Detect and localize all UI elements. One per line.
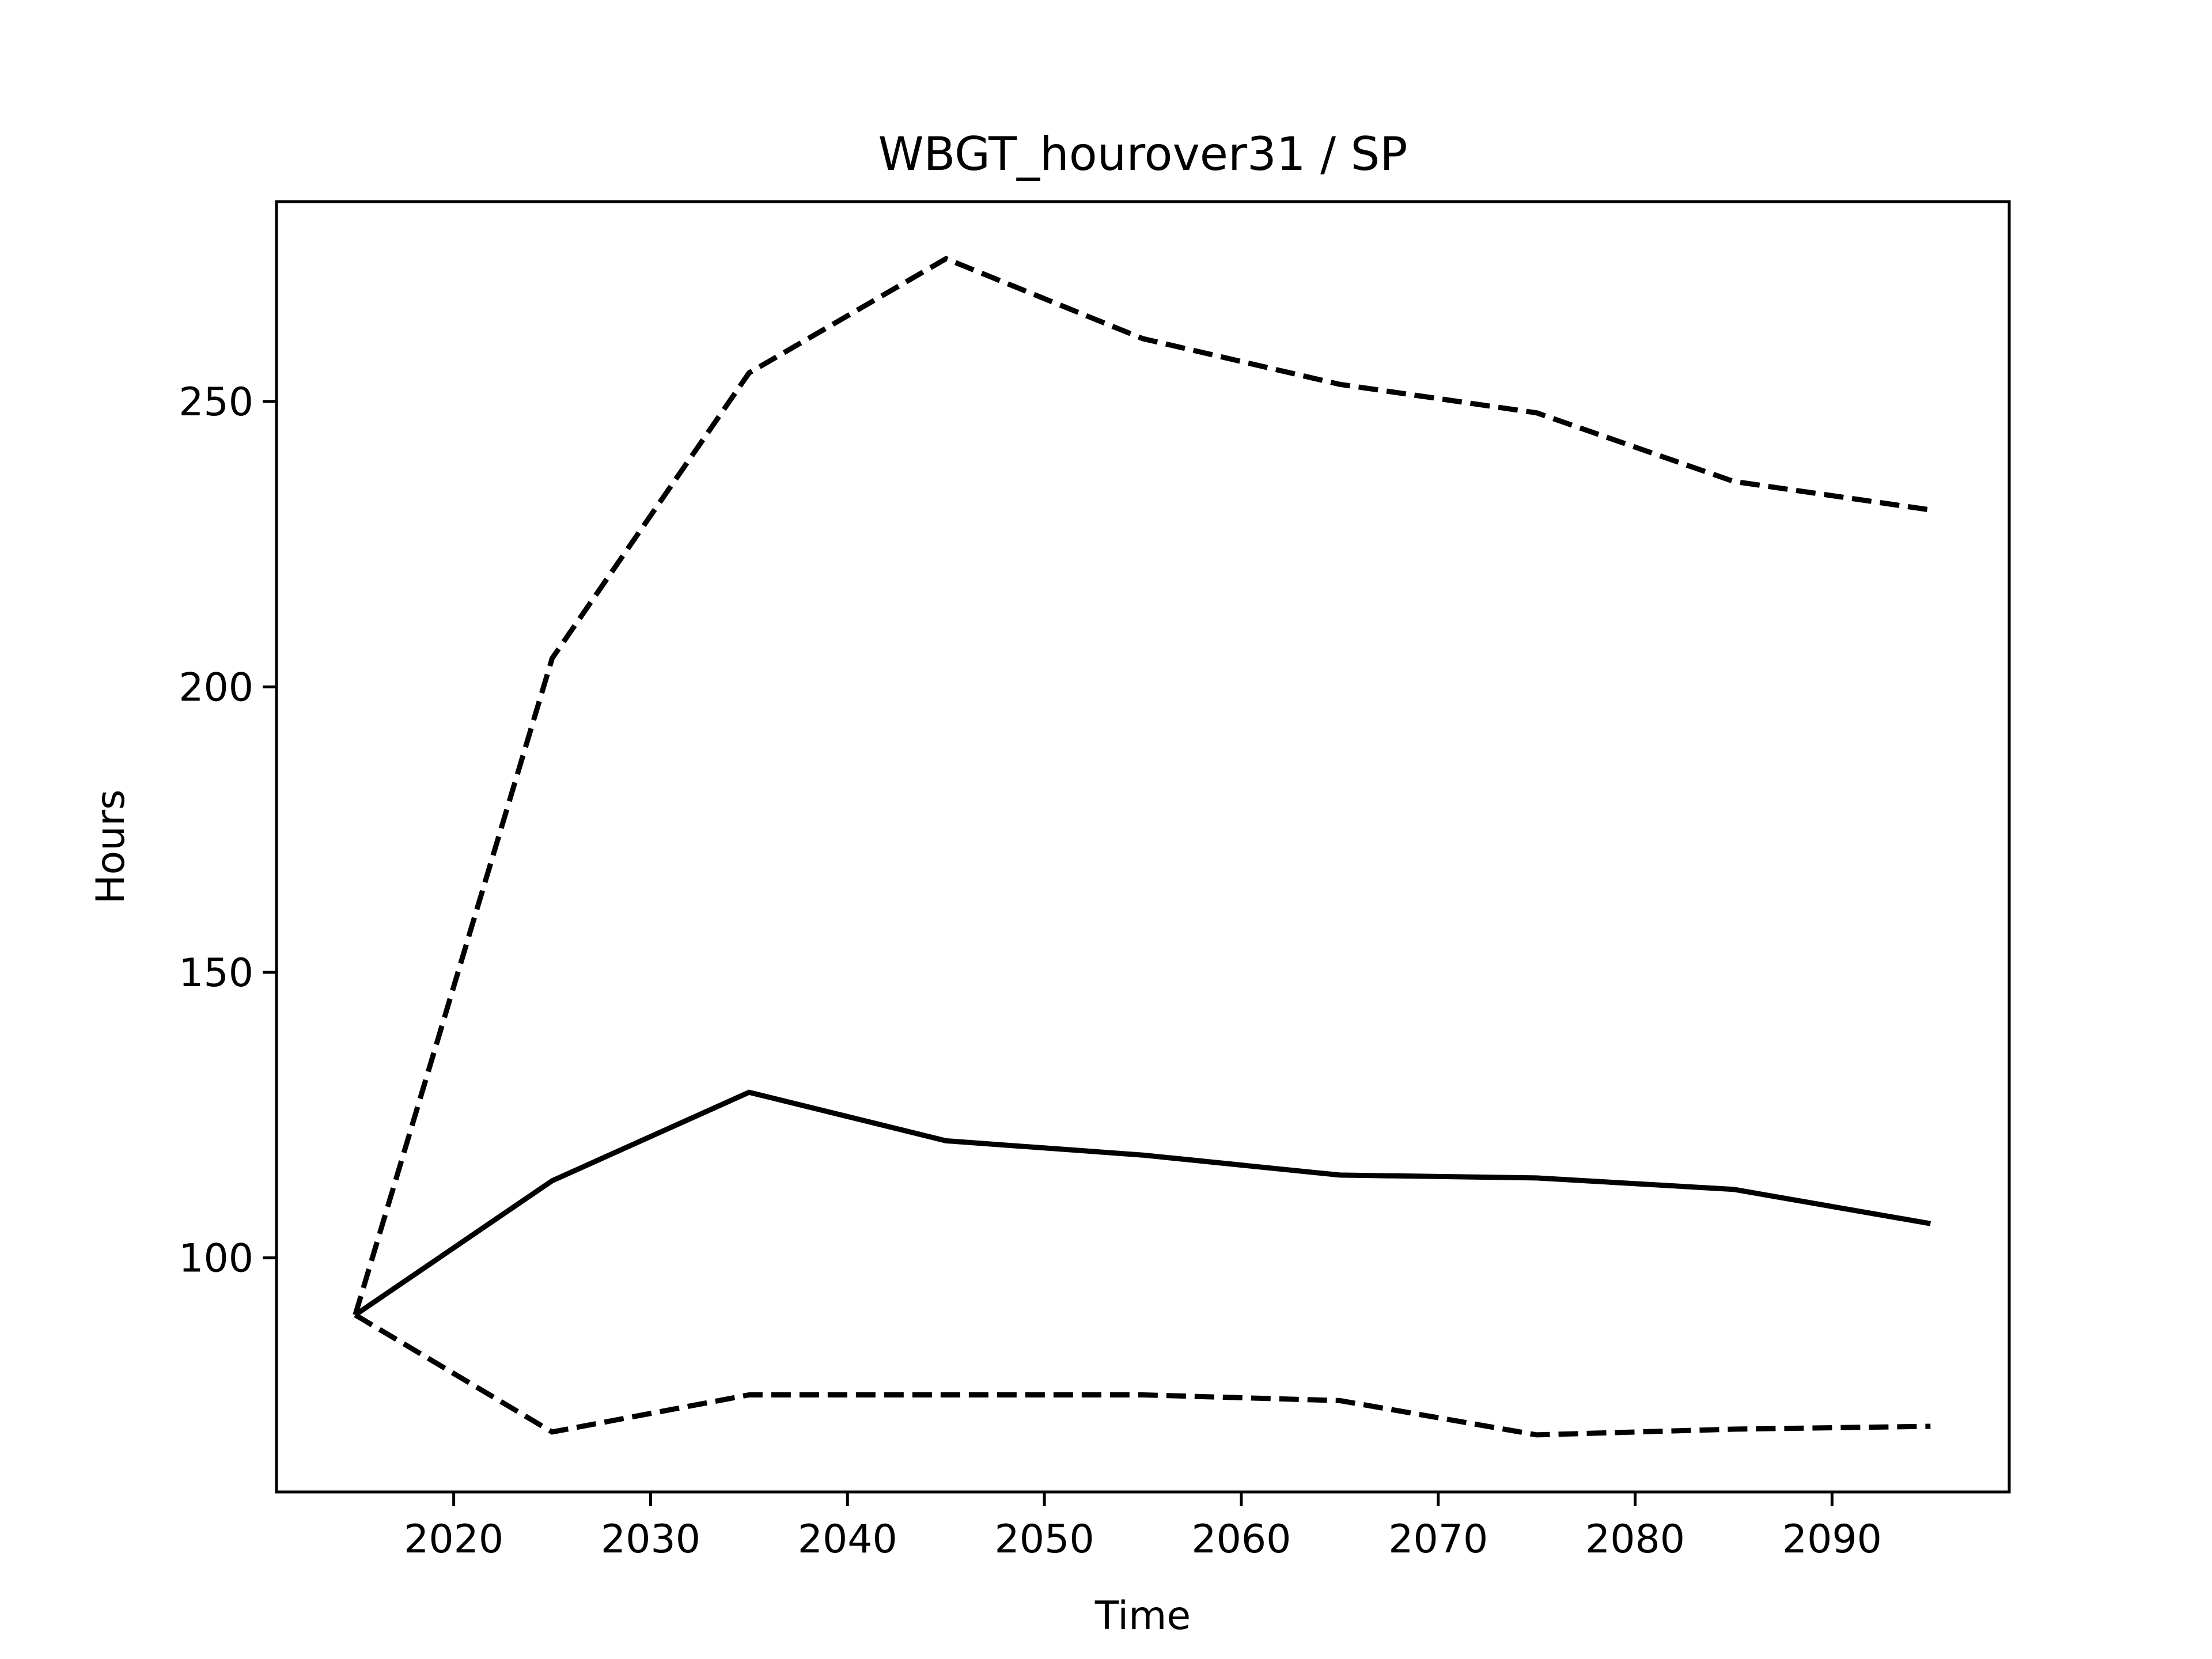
y-tick-label: 100 <box>179 1236 253 1282</box>
x-tick-label: 2040 <box>798 1517 897 1562</box>
series-line-2-solid <box>354 1089 1931 1317</box>
series-line-1-dashed <box>353 256 1931 1316</box>
x-tick-label: 2070 <box>1388 1517 1488 1562</box>
series-line-3-dashed <box>354 1312 1931 1438</box>
x-tick-label: 2020 <box>404 1517 503 1562</box>
y-axis-ticks: 100 150 200 250 <box>179 380 276 1282</box>
y-axis-label: Hours <box>88 789 134 904</box>
plot-area-frame <box>275 200 2011 1494</box>
chart-title: WBGT_hourover31 / SP <box>878 127 1407 181</box>
x-tick-label: 2030 <box>601 1517 700 1562</box>
y-tick-label: 250 <box>179 380 253 425</box>
series-layer <box>353 256 1931 1438</box>
y-tick-label: 200 <box>179 665 253 710</box>
x-axis-label: Time <box>1094 1593 1191 1639</box>
x-tick-label: 2090 <box>1782 1517 1882 1562</box>
x-axis-ticks: 2020 2030 2040 2050 2060 2070 2080 2090 <box>404 1492 1882 1562</box>
x-tick-label: 2060 <box>1191 1517 1291 1562</box>
x-tick-label: 2050 <box>995 1517 1094 1562</box>
x-tick-label: 2080 <box>1585 1517 1685 1562</box>
y-tick-label: 150 <box>179 950 253 996</box>
